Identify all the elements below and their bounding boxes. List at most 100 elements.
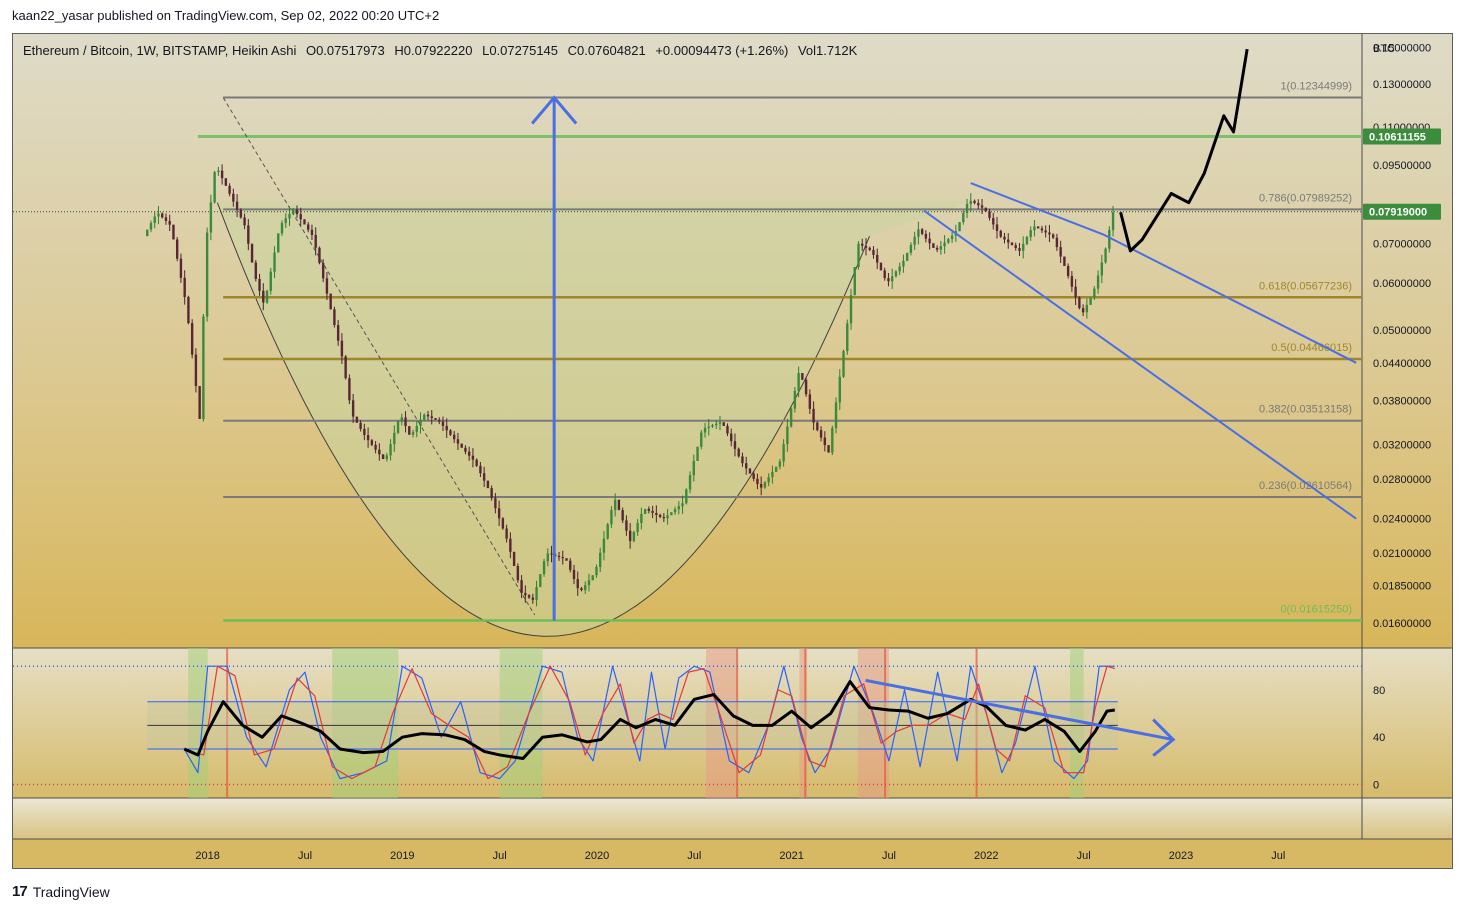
legend-volume: Vol1.712K (797, 43, 858, 58)
candle-body (958, 222, 961, 232)
candle-body (804, 379, 808, 395)
candle-body (782, 444, 785, 462)
candle-body (1029, 230, 1032, 238)
candle-body (587, 580, 591, 586)
candle-body (741, 456, 744, 464)
candle-body (999, 230, 1002, 237)
chart-frame[interactable]: 1(0.12344999) 0.786(0.07989252) 0.618(0.05… (12, 33, 1453, 869)
candle-body (816, 422, 819, 431)
candle-body (737, 448, 740, 457)
price-tick-label: 0.01850000 (1373, 581, 1431, 593)
legend-low: L0.07275145 (482, 43, 559, 58)
candle-body (722, 422, 725, 426)
candle-body (823, 437, 827, 446)
fib-level-label: 0(0.01615250) (1280, 604, 1352, 616)
candle-body (1059, 247, 1062, 257)
candle-body (969, 200, 973, 204)
candle-body (494, 498, 497, 509)
candle-body (217, 170, 220, 173)
candle-body (497, 508, 501, 519)
candle-body (363, 428, 366, 436)
candle-body (771, 471, 774, 478)
candle-body (333, 309, 336, 326)
target-arrow-head (531, 95, 578, 125)
candle-body (883, 270, 886, 279)
candle-body (580, 588, 583, 591)
candle-body (909, 244, 913, 253)
candle-body (378, 449, 381, 455)
time-tick-label: 2018 (195, 850, 219, 862)
candle-body (348, 378, 351, 401)
candle-body (434, 418, 437, 420)
publish-caption: kaan22_yasar published on TradingView.co… (12, 8, 440, 23)
candle-body (187, 296, 190, 324)
stoch-highlight-zone (857, 648, 889, 798)
candle-body (876, 254, 879, 263)
candle-body (1108, 230, 1111, 249)
candle-body (453, 434, 456, 440)
candle-body (617, 499, 621, 511)
candle-body (426, 414, 430, 417)
candle-body (700, 432, 703, 447)
time-axis-background (13, 839, 1452, 868)
candle-body (834, 402, 838, 429)
candle-body (501, 518, 505, 529)
candle-body (183, 277, 186, 297)
candle-body (819, 430, 823, 438)
candle-body (374, 444, 377, 450)
candle-body (524, 592, 527, 596)
candle-body (872, 249, 875, 255)
candle-body (1074, 286, 1077, 298)
candle-body (947, 239, 950, 243)
candle-body (572, 569, 576, 580)
price-tick-label: 0.03200000 (1373, 440, 1431, 452)
candle-body (441, 421, 445, 426)
candle-body (786, 426, 789, 445)
candle-body (726, 425, 729, 434)
candle-body (355, 416, 359, 423)
time-tick-label: Jul (298, 850, 312, 862)
candle-body (666, 515, 669, 519)
candle-body (557, 555, 561, 558)
stoch-highlight-zone (1070, 648, 1084, 798)
time-tick-label: 2023 (1169, 850, 1193, 862)
candle-body (1036, 226, 1040, 229)
candle-body (292, 209, 295, 214)
channel-lower-line (923, 209, 1357, 520)
legend-open: O0.07517973 (305, 43, 385, 58)
candle-body (464, 447, 467, 452)
candle-body (935, 247, 939, 250)
candle-body (1018, 248, 1021, 251)
candle-body (475, 459, 478, 466)
candle-body (1104, 248, 1107, 263)
candle-body (868, 247, 871, 250)
candle-body (1111, 212, 1115, 231)
candle-body (640, 513, 643, 523)
candle-body (423, 414, 426, 420)
time-tick-label: 2020 (585, 850, 609, 862)
candle-body (325, 278, 329, 294)
candle-body (905, 252, 909, 261)
candle-body (310, 229, 314, 235)
candle-body (943, 242, 946, 247)
candle-body (1085, 304, 1089, 313)
candle-body (711, 425, 714, 427)
candle-body (613, 499, 617, 511)
candle-body (404, 417, 407, 427)
candle-body (857, 243, 860, 268)
candle-body (280, 222, 284, 234)
tradingview-brand[interactable]: 17 TradingView (12, 883, 110, 900)
chart-canvas[interactable]: 1(0.12344999) 0.786(0.07989252) 0.618(0.05… (13, 34, 1453, 869)
candle-body (673, 509, 677, 513)
candle-body (220, 170, 224, 179)
tradingview-logo-icon: 17 (12, 883, 28, 900)
candle-body (632, 532, 636, 542)
legend-high: H0.07922220 (394, 43, 473, 58)
candle-body (831, 428, 834, 453)
candle-body (879, 262, 883, 271)
price-tick-label: 0.05000000 (1373, 325, 1431, 337)
candle-body (812, 408, 815, 423)
candle-body (565, 558, 568, 561)
candle-body (389, 444, 392, 456)
candle-body (920, 229, 924, 234)
